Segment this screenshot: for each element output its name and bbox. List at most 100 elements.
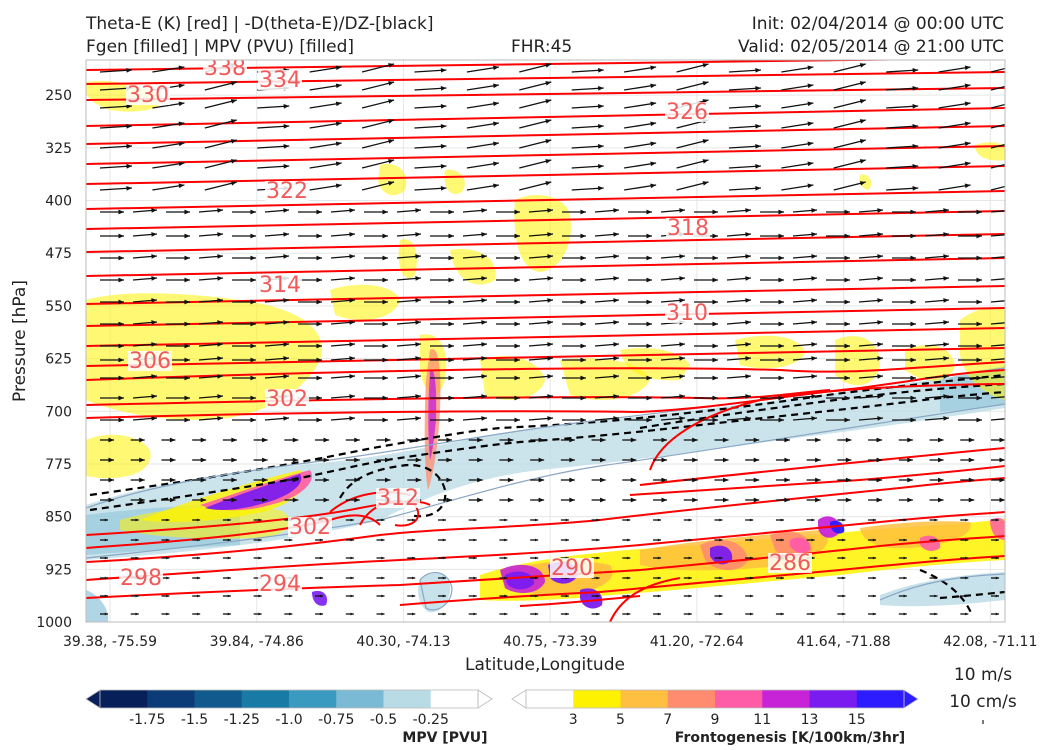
wind-vector-head xyxy=(580,375,586,381)
wind-vector-head xyxy=(903,576,907,580)
wind-vector-head xyxy=(811,276,817,281)
wind-vector-head xyxy=(1009,208,1015,213)
wind-vector-head xyxy=(381,556,385,560)
wind-vector-head xyxy=(722,437,729,443)
wind-vector-head xyxy=(876,437,883,443)
wind-vector-head xyxy=(907,437,913,443)
wind-vector-head xyxy=(842,594,846,598)
theta-e-contour xyxy=(86,389,831,406)
wind-vector-head xyxy=(440,186,447,191)
wind-vector-head xyxy=(965,576,969,580)
wind-vector-head xyxy=(877,232,883,237)
wind-vector-head xyxy=(139,477,145,483)
wind-vector-head xyxy=(446,457,452,463)
wind-vector-head xyxy=(381,594,385,598)
wind-vector-head xyxy=(283,104,290,109)
wind-vector-head xyxy=(679,356,685,361)
wind-vector-head xyxy=(844,299,850,305)
wind-vector-head xyxy=(283,356,289,361)
wind-vector-head xyxy=(630,477,637,483)
wind-vector-head xyxy=(283,208,289,213)
theta-e-contour-label: 318 xyxy=(667,216,709,241)
wind-vector-head xyxy=(712,417,718,423)
stability-contour xyxy=(919,568,974,616)
colorbar-outline xyxy=(99,689,479,709)
wind-vector-head xyxy=(118,255,124,261)
wind-vector-head xyxy=(538,477,545,483)
wind-vector-head xyxy=(118,233,124,239)
wind-vector-head xyxy=(534,518,539,522)
wind-vector-head xyxy=(598,68,604,73)
wind-vector-head xyxy=(745,208,751,213)
theta-e-contour xyxy=(86,165,1005,185)
wind-vector-head xyxy=(200,497,207,503)
wind-vector-head xyxy=(169,477,176,483)
wind-vector-head xyxy=(283,164,290,169)
wind-vector-head xyxy=(938,437,944,443)
wind-vector-head xyxy=(415,254,421,259)
wind-vector-head xyxy=(784,457,790,463)
wind-vector-head xyxy=(547,208,553,213)
wind-vector-head xyxy=(473,518,477,522)
wind-vector-head xyxy=(646,209,652,215)
wind-vector-head xyxy=(976,417,982,423)
wind-vector-head xyxy=(943,208,949,213)
theta-e-contour xyxy=(629,465,1005,496)
wind-vector-head xyxy=(493,83,499,89)
wind-vector-head xyxy=(118,299,124,305)
wind-vector-head xyxy=(598,104,604,109)
wind-vector-head xyxy=(415,232,421,237)
wind-vector-head xyxy=(382,375,388,381)
wind-vector-head xyxy=(679,374,685,379)
wind-vector-head xyxy=(227,556,231,560)
wind-vector-head xyxy=(719,612,723,616)
wind-vector-head xyxy=(580,255,586,261)
wind-vector-head xyxy=(692,437,698,443)
wind-vector-head xyxy=(166,538,170,542)
wind-vector-head xyxy=(415,208,421,213)
wind-vector-head xyxy=(440,86,447,91)
wind-vector-head xyxy=(630,457,637,463)
wind-vector-head xyxy=(473,612,477,616)
wind-vector-head xyxy=(514,357,520,363)
wind-vector-head xyxy=(780,612,784,616)
wind-vector-head xyxy=(646,395,652,401)
wind-vector-head xyxy=(976,321,982,327)
wind-vector-head xyxy=(258,538,262,542)
wind-vector-head xyxy=(184,277,190,283)
wind-vector-head xyxy=(151,342,157,347)
wind-vector-head xyxy=(712,209,718,215)
wind-vector-head xyxy=(118,343,124,349)
wind-vector-head xyxy=(227,518,231,522)
wind-vector-head xyxy=(217,342,223,347)
wind-vector-head xyxy=(230,181,237,186)
wind-vector-head xyxy=(842,612,846,616)
colorbar-swatch xyxy=(715,690,763,708)
x-tick-label: 40.75, -73.39 xyxy=(503,634,597,650)
wind-vector-head xyxy=(104,556,108,560)
wind-vector-head xyxy=(613,356,619,361)
wind-vector-head xyxy=(613,208,619,213)
wind-vector-head xyxy=(514,375,520,381)
x-tick-label: 41.64, -71.88 xyxy=(797,634,891,650)
mpv-colorbar: -1.75 -1.5 -1.25 -1.0 -0.75 -0.5 -0.25 xyxy=(85,689,493,728)
wind-vector-head xyxy=(415,298,421,303)
y-tick-label: 625 xyxy=(45,352,72,368)
wind-vector-head xyxy=(778,299,784,305)
wind-vector-head xyxy=(440,124,447,129)
wind-vector-head xyxy=(388,139,395,144)
wind-vector-head xyxy=(976,277,982,283)
wind-vector-head xyxy=(630,497,637,503)
wind-vector xyxy=(990,123,1005,129)
wind-vector-head xyxy=(596,576,600,580)
wind-vector-head xyxy=(877,276,883,281)
wind-vector-head xyxy=(250,343,256,349)
wind-vector-head xyxy=(316,277,322,283)
wind-vector-head xyxy=(569,477,575,483)
wind-vector-head xyxy=(507,497,514,503)
wind-vector-head xyxy=(316,299,322,305)
wind-vector-head xyxy=(316,357,322,363)
wind-vector-head xyxy=(481,394,487,399)
wind-vector-head xyxy=(910,233,916,239)
